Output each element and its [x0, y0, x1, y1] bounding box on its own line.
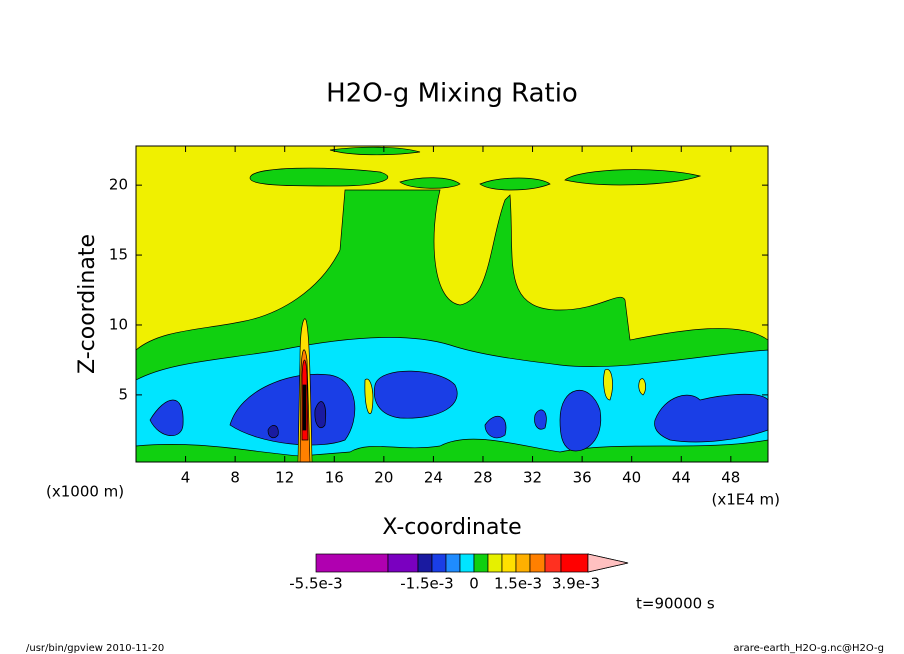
- x-scale-note: (x1E4 m): [711, 491, 780, 509]
- contour-region: [329, 146, 702, 191]
- colorbar-label: 3.9e-3: [552, 575, 600, 593]
- time-label: t=90000 s: [636, 595, 715, 613]
- footer-left: /usr/bin/gpview 2010-11-20: [26, 643, 164, 654]
- x-tick-label: 4: [181, 469, 191, 487]
- contour-field: [136, 146, 768, 462]
- colorbar-box: [459, 553, 475, 573]
- x-unit: (x1000 m): [46, 483, 124, 501]
- colorbar-label: 1.5e-3: [494, 575, 542, 593]
- plot-frame: [135, 145, 769, 463]
- colorbar-box: [473, 553, 489, 573]
- colorbar-label: -1.5e-3: [400, 575, 453, 593]
- contour-region: [149, 399, 184, 436]
- x-tick-label: 20: [374, 469, 393, 487]
- colorbar-label: 0: [469, 575, 479, 593]
- contour-region: [364, 368, 646, 415]
- x-tick-label: 48: [721, 469, 740, 487]
- contour-region: [249, 167, 389, 187]
- chart-title: H2O-g Mixing Ratio: [326, 79, 578, 109]
- colorbar-box: [501, 553, 517, 573]
- y-tick-label: 5: [118, 385, 128, 403]
- colorbar-box: [445, 553, 461, 573]
- colorbar-label: -5.5e-3: [289, 575, 342, 593]
- contour-region: [484, 409, 547, 439]
- contour-region: [267, 401, 326, 439]
- x-tick-label: 32: [523, 469, 542, 487]
- colorbar-box: [560, 553, 589, 573]
- colorbar-arrow: [587, 553, 629, 573]
- colorbar-box: [515, 553, 531, 573]
- y-tick-label: 10: [109, 315, 128, 333]
- colorbar-box: [431, 553, 447, 573]
- colorbar-box: [417, 553, 433, 573]
- x-tick-label: 40: [622, 469, 641, 487]
- contour-region: [654, 393, 768, 443]
- x-axis-label: X-coordinate: [382, 515, 521, 540]
- x-tick-label: 36: [573, 469, 592, 487]
- x-tick-label: 44: [672, 469, 691, 487]
- colorbar-box: [529, 553, 546, 573]
- x-tick-label: 8: [230, 469, 240, 487]
- colorbar-box: [544, 553, 562, 573]
- contour-region: [229, 373, 356, 446]
- x-tick-label: 16: [325, 469, 344, 487]
- contour-region: [373, 370, 458, 419]
- footer-right: arare-earth_H2O-g.nc@H2O-g: [733, 643, 884, 654]
- colorbar-box: [387, 553, 419, 573]
- y-tick-label: 15: [109, 246, 128, 264]
- y-axis-label: Z-coordinate: [75, 234, 100, 374]
- x-tick-label: 28: [473, 469, 492, 487]
- contour-region: [559, 390, 602, 452]
- contour-region: [302, 384, 307, 431]
- x-tick-label: 24: [424, 469, 443, 487]
- colorbar-box: [487, 553, 503, 573]
- y-tick-label: 20: [109, 176, 128, 194]
- colorbar-box: [315, 553, 389, 573]
- x-tick-label: 12: [275, 469, 294, 487]
